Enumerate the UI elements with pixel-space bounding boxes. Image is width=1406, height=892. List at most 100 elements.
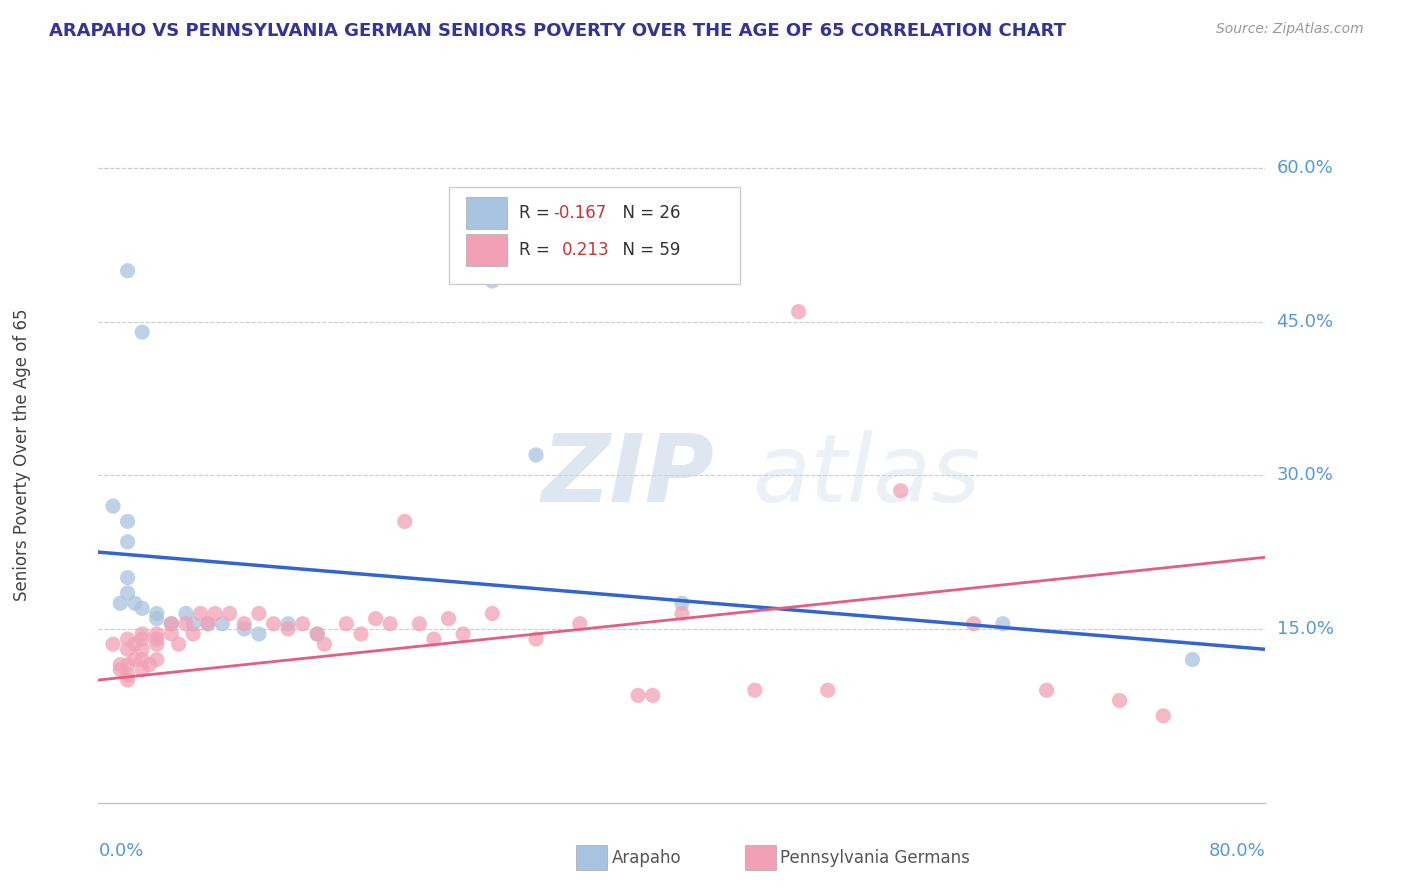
Point [131,663,153,677]
Text: R =: R = [519,204,554,222]
Point [117,657,139,672]
Point [378,616,402,631]
Point [247,627,270,641]
Point [117,642,139,657]
Text: ARAPAHO VS PENNSYLVANIA GERMAN SENIORS POVERTY OVER THE AGE OF 65 CORRELATION CH: ARAPAHO VS PENNSYLVANIA GERMAN SENIORS P… [49,22,1066,40]
Text: Source: ZipAtlas.com: Source: ZipAtlas.com [1216,22,1364,37]
Point [146,637,169,651]
Point [146,632,169,646]
Point [524,632,547,646]
Point [641,689,664,703]
Text: N = 26: N = 26 [612,204,681,222]
Point [190,607,212,621]
Point [204,607,226,621]
Point [962,616,984,631]
Point [437,612,460,626]
Point [307,627,329,641]
Point [131,632,153,646]
Point [117,264,139,278]
Point [350,627,373,641]
Point [335,616,357,631]
Point [146,612,169,626]
Point [671,596,693,610]
Point [262,616,284,631]
Point [117,571,139,585]
Point [124,637,146,651]
Point [101,637,124,651]
Point [174,616,197,631]
Point [568,616,591,631]
Point [124,652,146,666]
Point [110,657,132,672]
Point [160,616,183,631]
Point [408,616,430,631]
Point [174,607,197,621]
Point [211,616,233,631]
Point [890,483,912,498]
Point [160,627,183,641]
Point [167,637,190,651]
Text: R =: R = [519,242,560,260]
Point [117,515,139,529]
Text: ZIP: ZIP [541,430,714,522]
Text: N = 59: N = 59 [612,242,681,260]
Text: Seniors Poverty Over the Age of 65: Seniors Poverty Over the Age of 65 [13,309,31,601]
Point [131,652,153,666]
Text: Arapaho: Arapaho [612,849,682,867]
Point [314,637,336,651]
Point [110,663,132,677]
Point [218,607,240,621]
Point [181,616,204,631]
Point [291,616,314,631]
Text: 60.0%: 60.0% [1277,160,1333,178]
Point [197,616,219,631]
Point [451,627,474,641]
Point [138,657,160,672]
Text: atlas: atlas [752,430,980,521]
Point [117,586,139,600]
Point [991,616,1014,631]
Point [247,607,270,621]
Point [1035,683,1057,698]
Point [277,622,299,636]
Point [423,632,446,646]
Point [524,448,547,462]
Point [131,601,153,615]
Point [117,535,139,549]
Point [181,627,204,641]
Point [307,627,329,641]
Text: 45.0%: 45.0% [1277,313,1334,331]
Point [197,616,219,631]
Text: 30.0%: 30.0% [1277,467,1333,484]
FancyBboxPatch shape [449,187,741,285]
Point [124,596,146,610]
Point [117,673,139,687]
Point [110,596,132,610]
Point [131,325,153,339]
Point [233,616,256,631]
FancyBboxPatch shape [465,197,506,229]
Point [364,612,387,626]
FancyBboxPatch shape [465,235,506,266]
Point [117,668,139,682]
Point [277,616,299,631]
Point [1181,652,1204,666]
Point [146,627,169,641]
Text: -0.167: -0.167 [554,204,607,222]
Point [671,607,693,621]
Point [233,622,256,636]
Point [481,274,503,288]
Point [146,607,169,621]
Point [787,304,810,318]
Point [131,642,153,657]
Text: 80.0%: 80.0% [1209,842,1265,860]
Point [131,627,153,641]
Text: 15.0%: 15.0% [1277,620,1333,638]
Point [627,689,650,703]
Point [817,683,839,698]
Point [394,515,416,529]
Text: 0.0%: 0.0% [98,842,143,860]
Point [1108,693,1130,707]
Point [146,652,169,666]
Point [101,499,124,513]
